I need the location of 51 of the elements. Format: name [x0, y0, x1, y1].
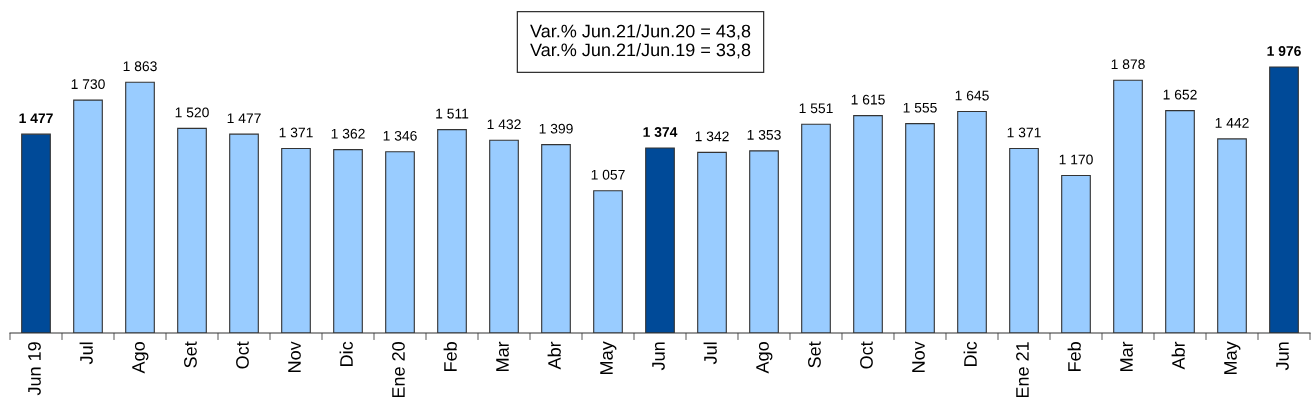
- data-label: 1 520: [175, 107, 209, 118]
- x-tick-label: Ene 20: [392, 342, 405, 398]
- x-tick-label: Ene 21: [1016, 342, 1029, 398]
- x-tick-label: May: [1224, 341, 1241, 374]
- x-tick-label: May: [600, 341, 617, 374]
- data-label: 1 878: [1111, 59, 1145, 70]
- data-label: 1 511: [436, 108, 469, 119]
- data-label: 1 555: [903, 102, 937, 113]
- data-label: 1 371: [279, 127, 313, 138]
- data-label: 1 432: [487, 119, 521, 130]
- x-tick-label: Jun 19: [28, 342, 41, 396]
- x-tick-label: Ago: [132, 342, 149, 374]
- x-tick-label: Feb: [1067, 342, 1081, 371]
- x-tick-label: Mar: [496, 341, 509, 371]
- x-tick-label: Dic: [963, 341, 977, 366]
- data-label: 1 353: [747, 129, 781, 140]
- x-tick-label: Jul: [703, 342, 717, 365]
- x-tick-label: Oct: [860, 341, 873, 369]
- data-label: 1 976: [1267, 46, 1301, 56]
- x-tick-label: Feb: [443, 342, 457, 371]
- data-label: 1 652: [1163, 89, 1197, 100]
- data-label: 1 442: [1215, 117, 1249, 128]
- data-label: 1 342: [695, 131, 729, 142]
- data-label: 1 551: [799, 103, 833, 114]
- data-label: 1 362: [331, 128, 365, 139]
- x-tick-label: Jun: [652, 342, 665, 371]
- x-tick-label: Set: [808, 341, 821, 368]
- x-tick-label: Dic: [339, 341, 353, 366]
- x-tick-label: Ago: [756, 342, 773, 374]
- x-tick-label: Set: [184, 341, 197, 368]
- data-label: 1 615: [851, 94, 885, 105]
- data-label: 1 477: [227, 113, 261, 123]
- text: Var.% Jun.21/Jun.20 = 43,8 Var.% Jun.21/Jun.19 = 33,8: [530, 24, 751, 59]
- x-tick-label: Nov: [912, 341, 925, 372]
- data-label: 1 477: [19, 113, 53, 123]
- x-tick-label: Oct: [236, 341, 249, 369]
- x-tick-label: Nov: [288, 341, 301, 372]
- x-tick-label: Abr: [1171, 341, 1185, 370]
- data-label: 1 057: [591, 169, 625, 180]
- data-label: 1 399: [539, 123, 573, 134]
- x-tick-label: Jun: [1276, 342, 1289, 371]
- data-label: 1 645: [955, 90, 989, 101]
- data-label: 1 374: [643, 127, 678, 137]
- data-label: 1 371: [1007, 127, 1041, 138]
- data-label: 1 346: [383, 130, 417, 141]
- x-tick-label: Mar: [1120, 341, 1133, 371]
- data-label: 1 730: [71, 79, 105, 90]
- data-label: 1 863: [123, 61, 157, 72]
- data-label: 1 170: [1059, 154, 1093, 165]
- x-tick-label: Abr: [547, 341, 561, 370]
- x-tick-label: Jul: [79, 342, 93, 365]
